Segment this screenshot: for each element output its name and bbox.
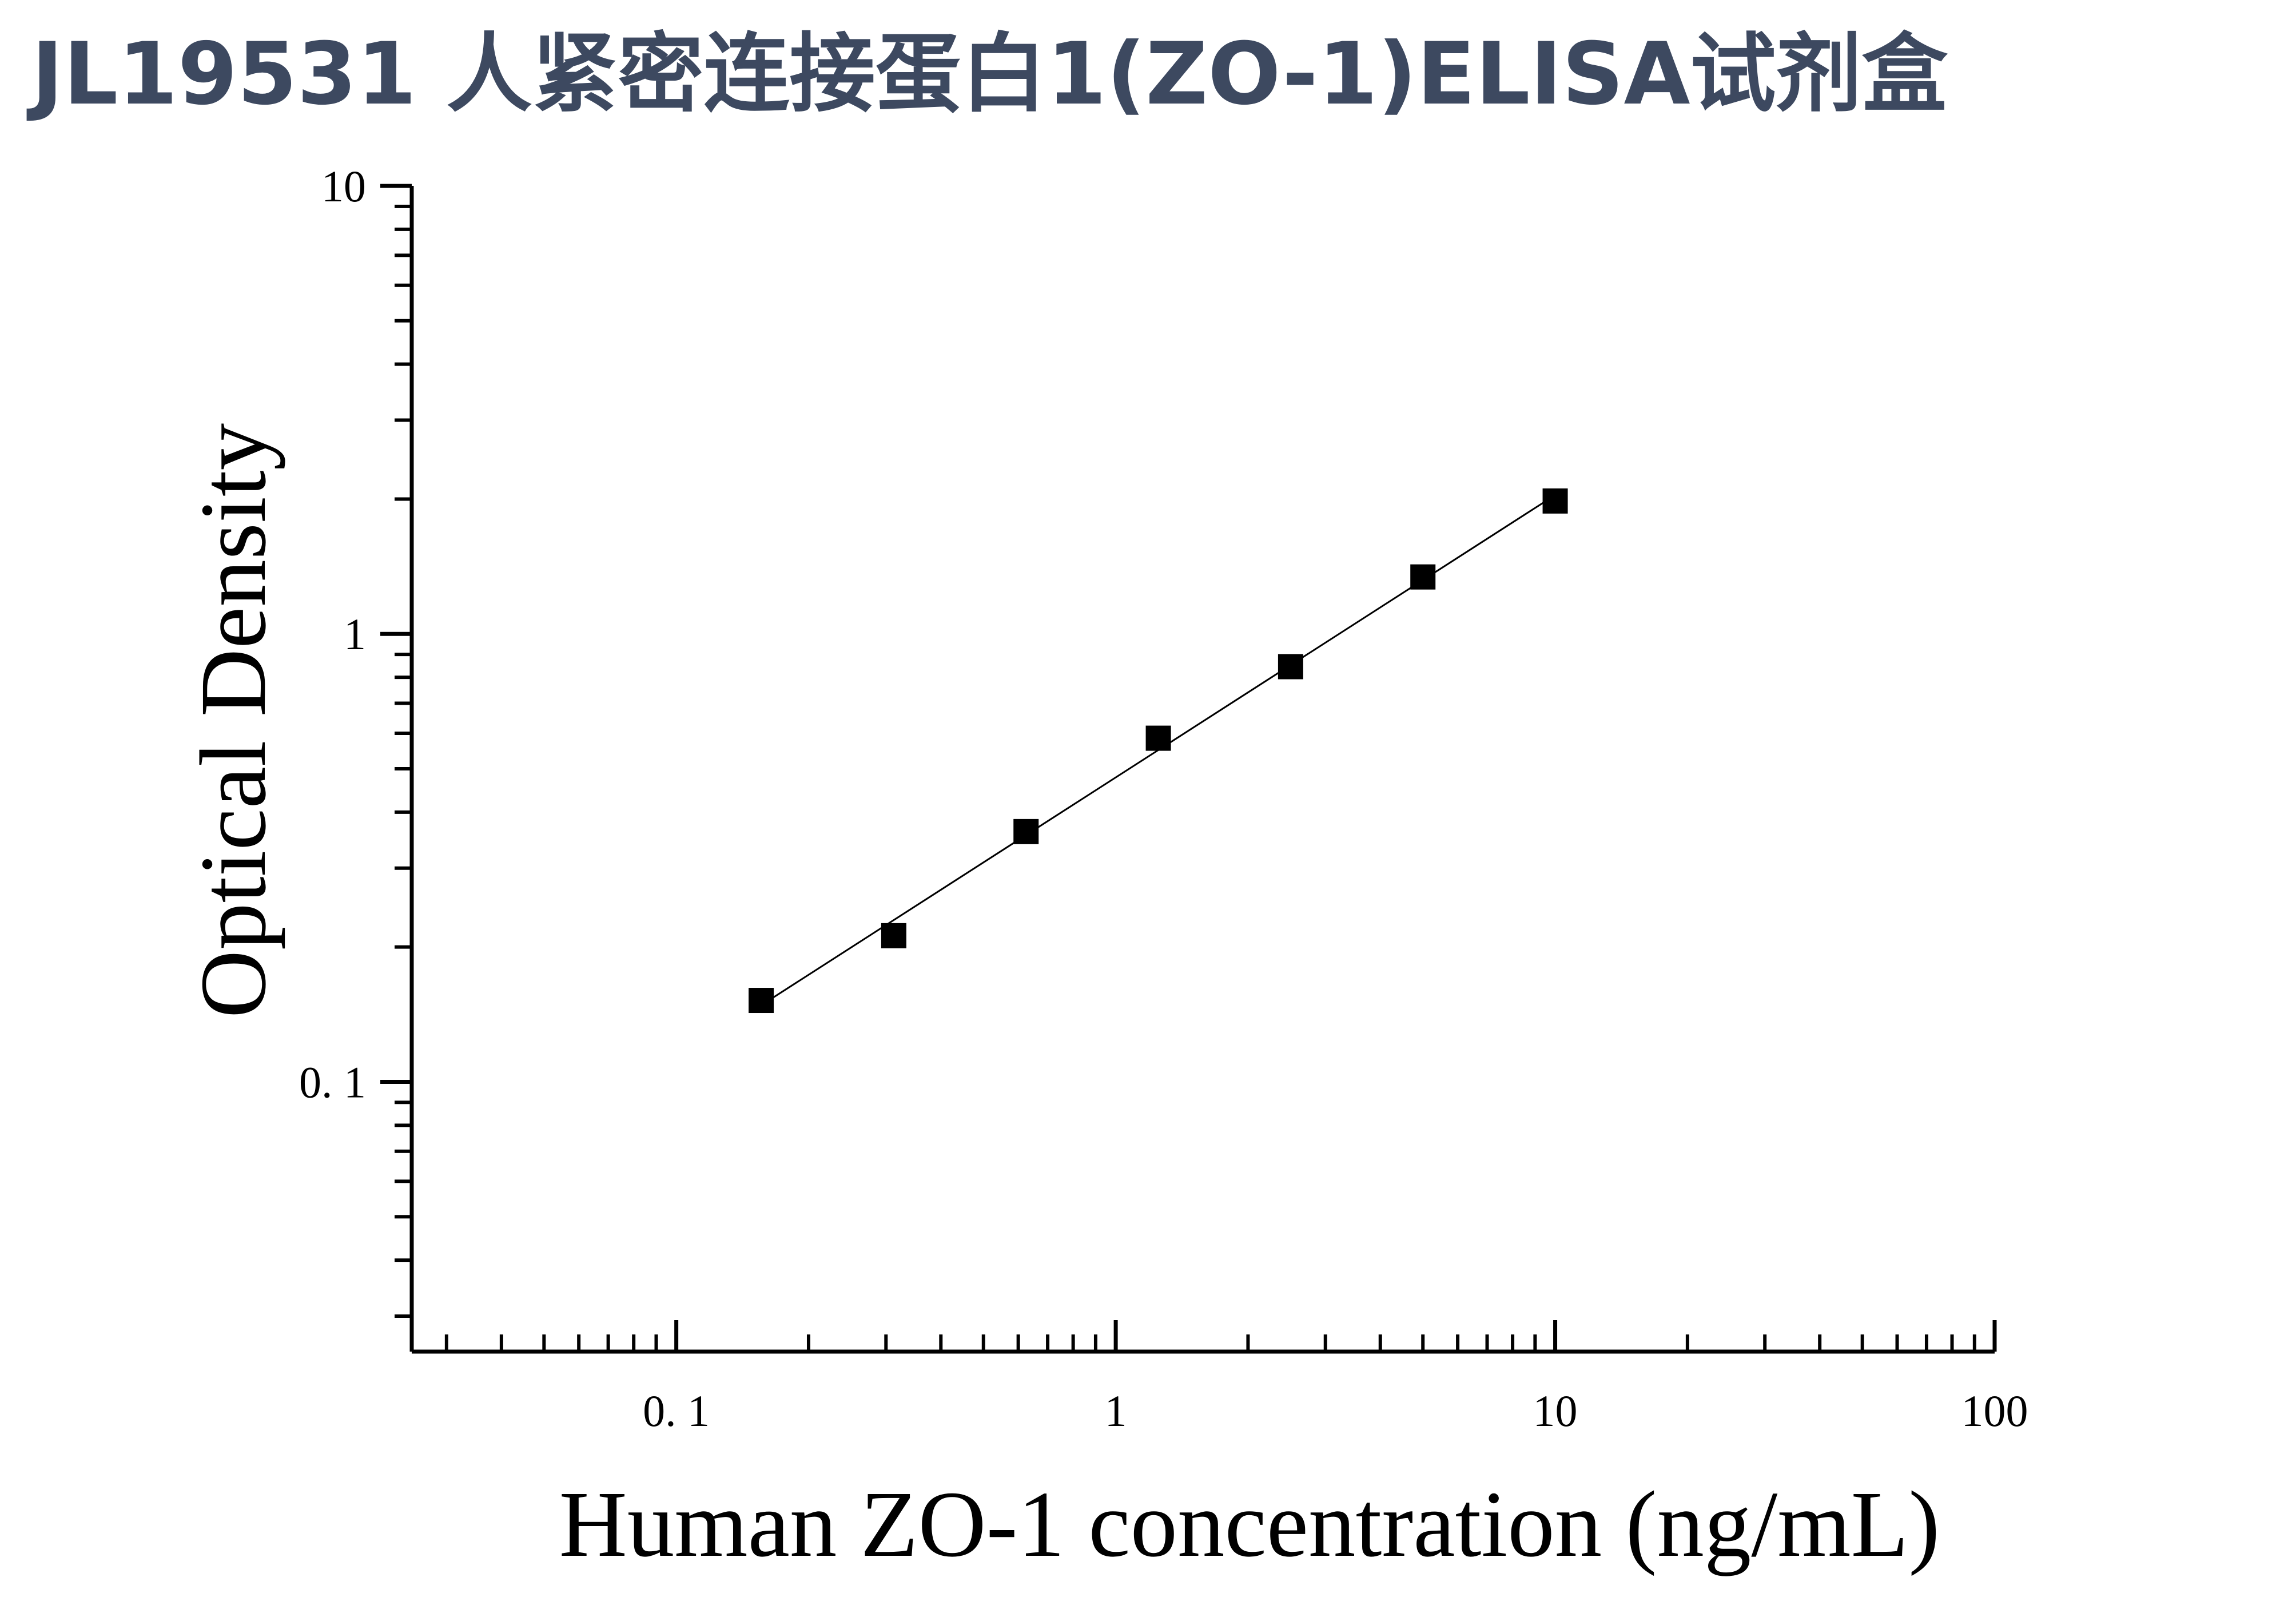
y-tick-label: 1 bbox=[344, 609, 366, 659]
data-point bbox=[1145, 725, 1171, 751]
x-tick-label: 0. 1 bbox=[643, 1386, 710, 1436]
y-axis-title: Optical Density bbox=[181, 423, 285, 1018]
data-points bbox=[749, 488, 1568, 1014]
x-tick-label: 100 bbox=[1961, 1386, 2028, 1436]
x-tick-label: 10 bbox=[1533, 1386, 1578, 1436]
data-point bbox=[1013, 819, 1039, 844]
x-tick-label: 1 bbox=[1105, 1386, 1127, 1436]
tick-labels: 0. 1 1 10 100 0. 1 1 10 bbox=[299, 161, 2028, 1436]
data-point bbox=[1278, 654, 1303, 680]
x-axis-title: Human ZO-1 concentration (ng/mL) bbox=[559, 1472, 1940, 1576]
data-point bbox=[1542, 488, 1568, 514]
y-tick-label: 0. 1 bbox=[299, 1057, 366, 1107]
ticks bbox=[380, 184, 1997, 1352]
data-point bbox=[749, 988, 774, 1014]
data-point bbox=[881, 923, 906, 948]
page-title: JL19531 人紧密连接蛋白1(ZO-1)ELISA试剂盒 bbox=[31, 25, 1948, 124]
axes bbox=[409, 186, 1995, 1354]
data-point bbox=[1410, 564, 1436, 590]
y-tick-label: 10 bbox=[321, 161, 366, 211]
